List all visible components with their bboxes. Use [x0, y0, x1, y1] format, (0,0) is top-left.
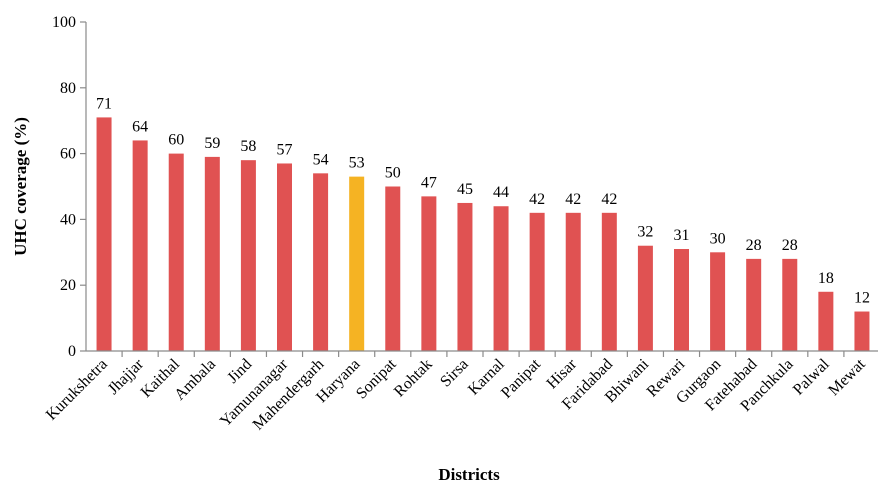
y-tick-label: 80 [60, 80, 76, 97]
bars [96, 117, 870, 351]
data-label-kaithal: 60 [168, 132, 184, 149]
data-label-mewat: 12 [854, 290, 870, 307]
bar-faridabad [601, 212, 617, 351]
x-tick-label-mewat: Mewat [825, 355, 869, 399]
data-label-panchkula: 28 [782, 237, 798, 254]
data-label-bhiwani: 32 [637, 224, 653, 241]
data-label-haryana: 53 [349, 155, 365, 172]
y-tick-label: 20 [60, 277, 76, 294]
x-tick-label-palwal: Palwal [790, 355, 833, 398]
data-label-fatehabad: 28 [746, 237, 762, 254]
bar-jind [240, 160, 256, 351]
bar-mewat [854, 311, 870, 351]
data-labels: 71 64 60 59 58 57 54 53 50 47 45 44 42 42 42 32 31 30 28 28… [96, 95, 870, 306]
bar-hisar [565, 212, 581, 351]
bar-jhajjar [132, 140, 148, 351]
y-tick-label: 100 [52, 14, 76, 31]
data-label-ambala: 59 [204, 135, 220, 152]
data-label-jind: 58 [240, 138, 256, 155]
y-axis-ticks: 0 20 40 60 80 100 [52, 14, 86, 360]
data-label-gurgaon: 30 [710, 230, 726, 247]
x-tick-label-ambala: Ambala [171, 356, 219, 404]
data-label-faridabad: 42 [601, 191, 617, 208]
bar-rewari [674, 249, 689, 351]
bar-haryana [349, 176, 365, 351]
x-axis-title: Districts [438, 465, 500, 484]
data-label-jhajjar: 64 [132, 118, 148, 135]
data-label-sirsa: 45 [457, 181, 473, 198]
data-label-rewari: 31 [674, 227, 690, 244]
bar-bhiwani [637, 245, 653, 351]
bar-gurgaon [710, 252, 726, 351]
data-label-rohtak: 47 [421, 174, 437, 191]
data-label-kurukshetra: 71 [96, 95, 112, 112]
bar-sirsa [457, 202, 473, 351]
y-tick-label: 0 [68, 343, 76, 360]
bar-ambala [204, 156, 220, 351]
y-axis-title: UHC coverage (%) [11, 117, 30, 256]
bar-kurukshetra [96, 117, 112, 351]
bar-mahendergarh [313, 173, 329, 351]
data-label-panipat: 42 [529, 191, 545, 208]
x-tick-label-rohtak: Rohtak [391, 356, 436, 401]
bar-sonipat [385, 186, 401, 351]
bar-yamunanagar [277, 163, 292, 351]
x-tick-label-sonipat: Sonipat [353, 355, 400, 402]
bar-panipat [529, 212, 545, 351]
data-label-hisar: 42 [565, 191, 581, 208]
x-tick-label-panipat: Panipat [498, 355, 544, 401]
data-label-karnal: 44 [493, 184, 509, 201]
x-tick-label-kurukshetra: Kurukshetra [43, 356, 111, 424]
y-tick-label: 40 [60, 211, 76, 228]
bar-panchkula [782, 258, 798, 351]
bar-kaithal [168, 153, 184, 351]
x-tick-label-jind: Jind [224, 356, 255, 387]
data-label-palwal: 18 [818, 270, 834, 287]
bar-palwal [818, 291, 834, 351]
bar-fatehabad [746, 258, 762, 351]
data-label-yamunanagar: 57 [277, 141, 293, 158]
bar-karnal [493, 206, 509, 351]
bar-rohtak [421, 196, 437, 351]
data-label-mahendergarh: 54 [313, 151, 329, 168]
data-label-sonipat: 50 [385, 165, 401, 182]
y-tick-label: 60 [60, 146, 76, 163]
